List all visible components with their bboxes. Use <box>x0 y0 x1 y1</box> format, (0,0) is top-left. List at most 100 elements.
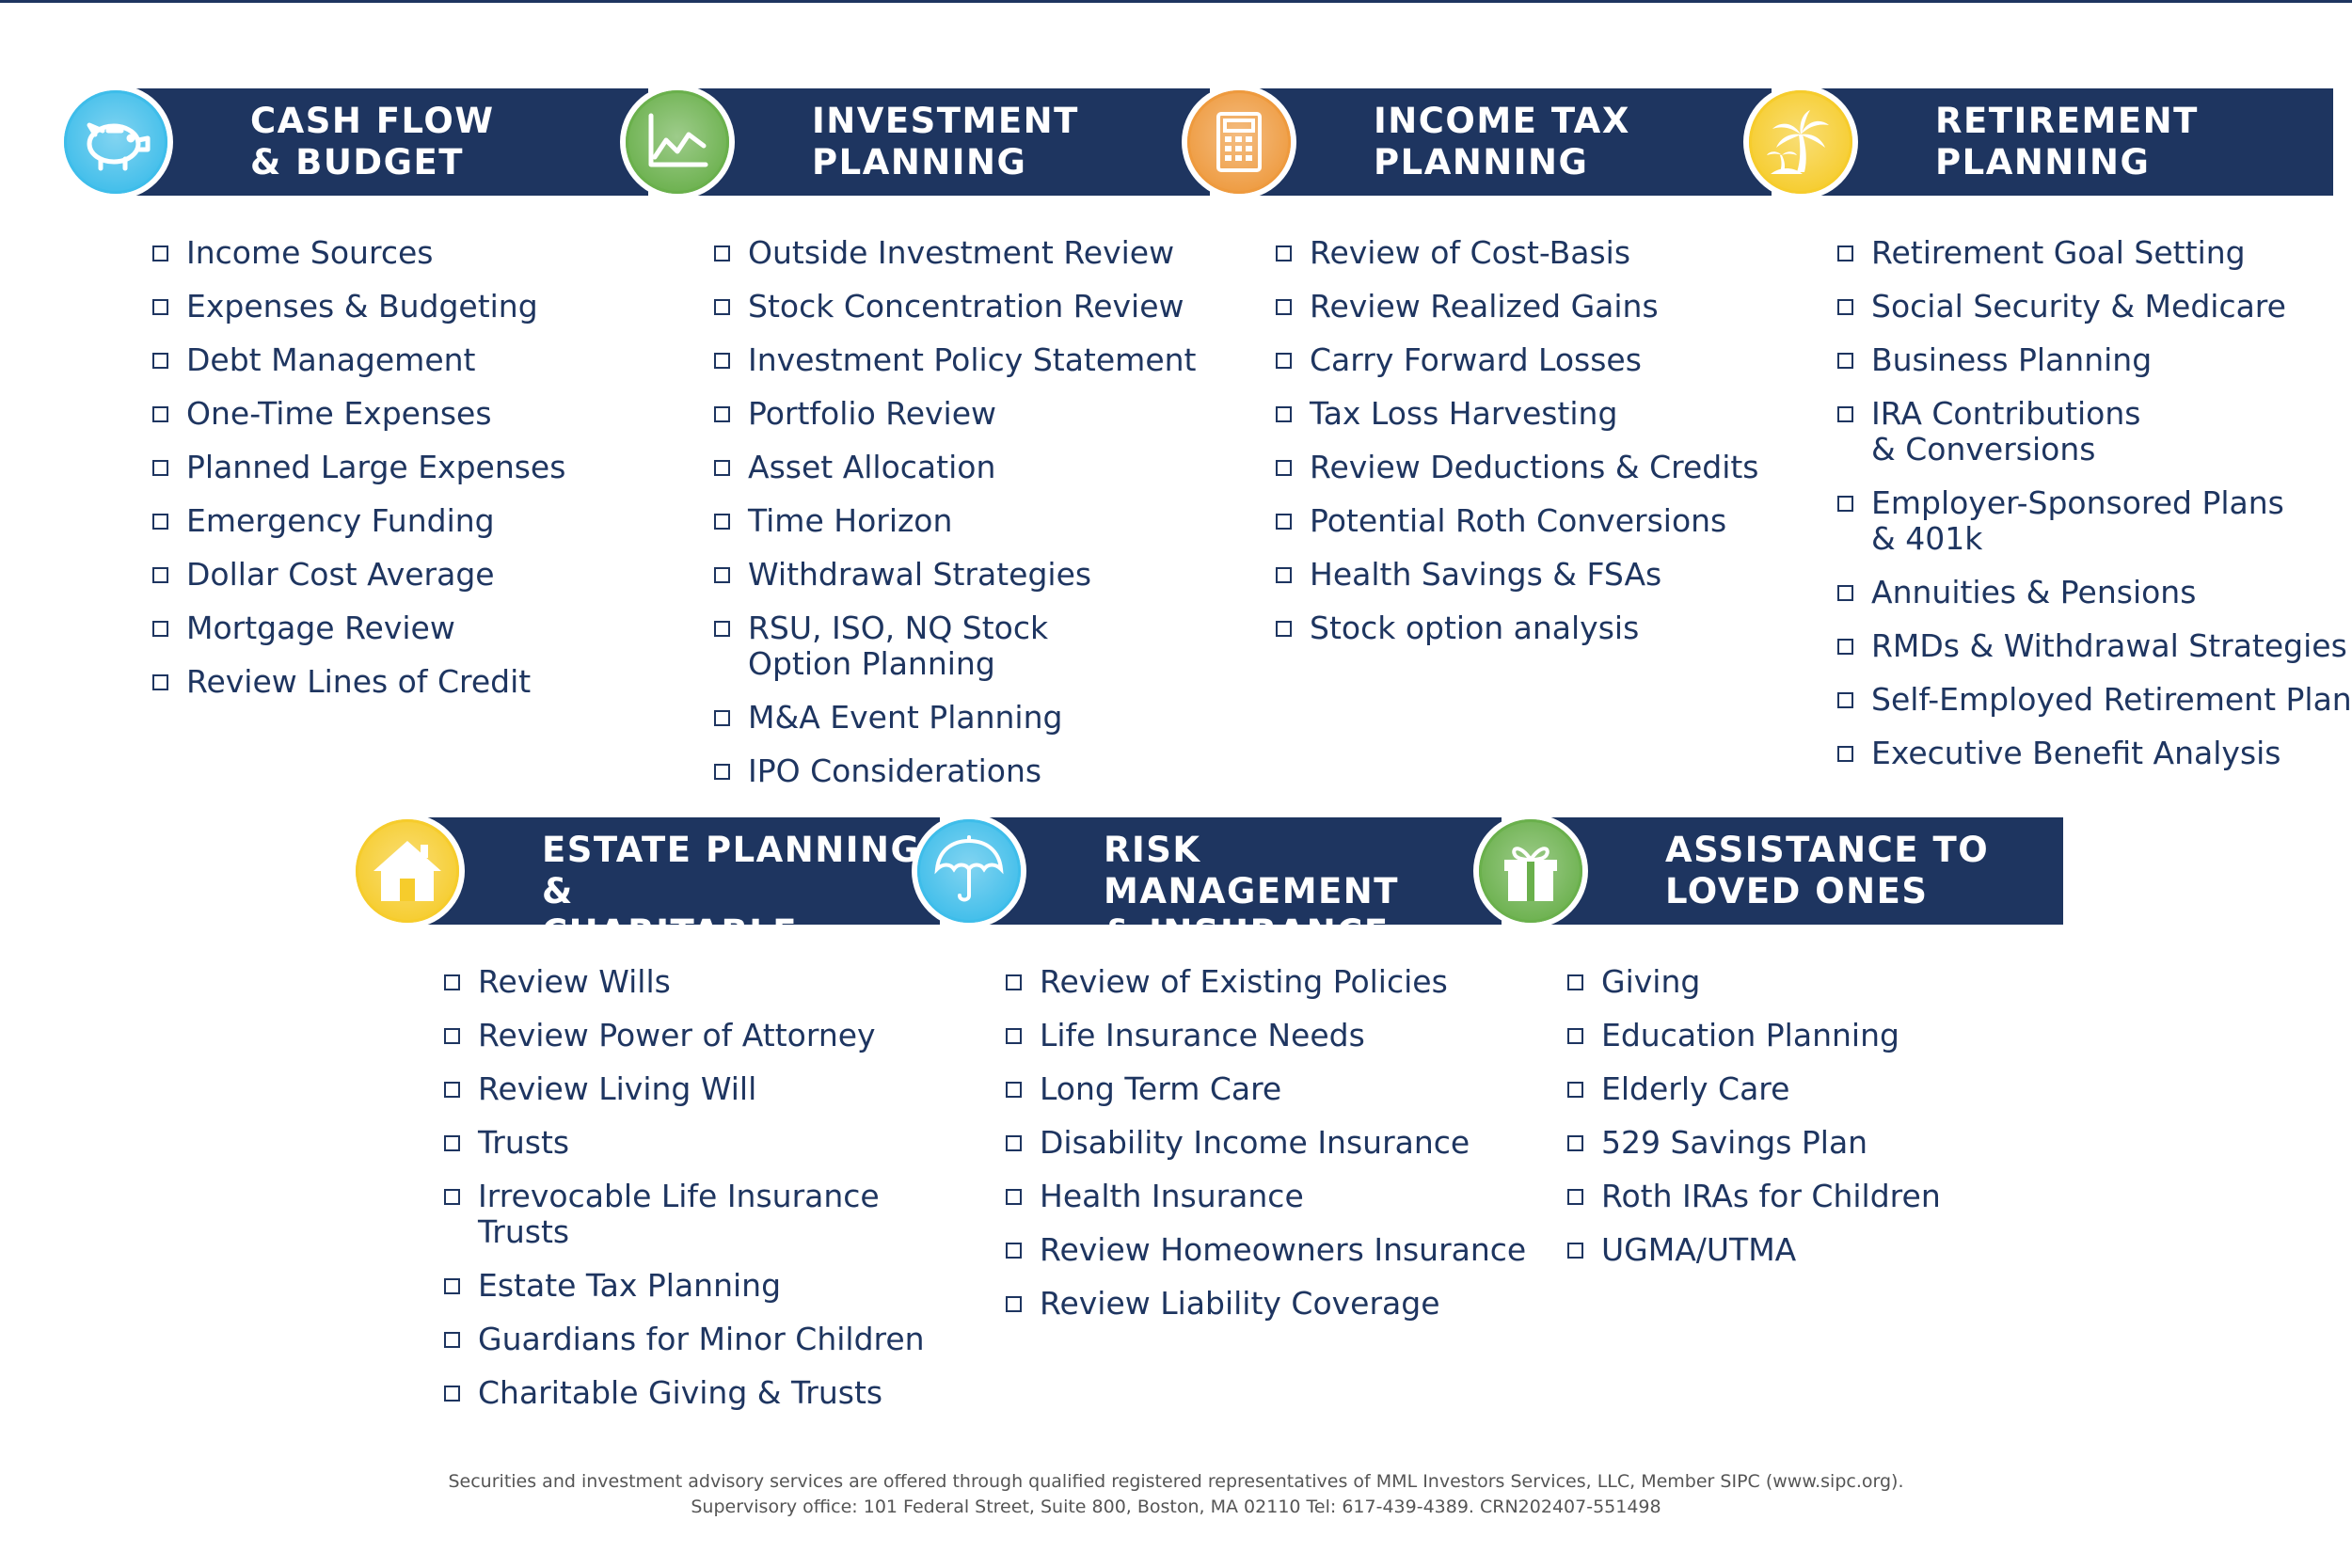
checkbox[interactable] <box>152 299 168 315</box>
checkbox[interactable] <box>1276 621 1292 637</box>
section-badge <box>912 814 1026 928</box>
checkbox[interactable] <box>1276 567 1292 583</box>
checklist: Giving Education Planning Elderly Care 529 … <box>1567 964 2094 1286</box>
checkbox[interactable] <box>152 245 168 261</box>
checklist-item-label: One-Time Expenses <box>186 395 492 432</box>
checkbox[interactable] <box>1276 514 1292 530</box>
checkbox[interactable] <box>714 567 730 583</box>
checkbox[interactable] <box>444 1332 460 1348</box>
checklist-item-label: Potential Roth Conversions <box>1310 502 1727 539</box>
checkbox[interactable] <box>444 1278 460 1294</box>
checkbox[interactable] <box>714 245 730 261</box>
section-title: RISK MANAGEMENT & INSURANCE <box>1104 830 1399 953</box>
checklist-item: IPO Considerations <box>714 753 1241 789</box>
section-title: INVESTMENT PLANNING <box>812 101 1079 182</box>
checkbox[interactable] <box>1276 353 1292 369</box>
checkbox[interactable] <box>152 621 168 637</box>
checkbox[interactable] <box>1837 406 1853 422</box>
checkbox[interactable] <box>444 1082 460 1098</box>
piggy-bank-icon <box>64 90 167 194</box>
checklist-item-label: Giving <box>1601 963 1701 1000</box>
checklist-item: Review Living Will <box>444 1071 971 1107</box>
section-7: ASSISTANCE TO LOVED ONES Giving Education … <box>1473 814 2075 1268</box>
checkbox[interactable] <box>1837 692 1853 708</box>
checklist-item: Social Security & Medicare <box>1837 289 2352 325</box>
checkbox[interactable] <box>714 514 730 530</box>
checkbox[interactable] <box>1276 245 1292 261</box>
checkbox[interactable] <box>714 406 730 422</box>
checkbox[interactable] <box>1837 746 1853 762</box>
checkbox[interactable] <box>1567 974 1583 990</box>
checklist-item-label: Review Realized Gains <box>1310 288 1659 325</box>
checkbox[interactable] <box>1837 245 1853 261</box>
checklist-item: Debt Management <box>152 342 679 378</box>
checkbox[interactable] <box>1276 406 1292 422</box>
checkbox[interactable] <box>1567 1135 1583 1151</box>
checkbox[interactable] <box>152 460 168 476</box>
checklist-item: One-Time Expenses <box>152 396 679 432</box>
checklist-item: Potential Roth Conversions <box>1276 503 1803 539</box>
checkbox[interactable] <box>1006 1296 1022 1312</box>
checkbox[interactable] <box>1837 353 1853 369</box>
checklist-item: Stock Concentration Review <box>714 289 1241 325</box>
checkbox[interactable] <box>714 621 730 637</box>
calculator-icon <box>1187 90 1291 194</box>
checklist-item: Charitable Giving & Trusts <box>444 1375 971 1411</box>
checkbox[interactable] <box>444 1135 460 1151</box>
checklist-item-label: Outside Investment Review <box>748 234 1175 271</box>
checkbox[interactable] <box>444 1386 460 1402</box>
checkbox[interactable] <box>1006 1243 1022 1259</box>
checkbox[interactable] <box>444 1028 460 1044</box>
checkbox[interactable] <box>1837 496 1853 512</box>
checkbox[interactable] <box>152 514 168 530</box>
checkbox[interactable] <box>1567 1082 1583 1098</box>
checkbox[interactable] <box>1567 1243 1583 1259</box>
checkbox[interactable] <box>1276 460 1292 476</box>
checklist-item-label: Portfolio Review <box>748 395 996 432</box>
checkbox[interactable] <box>1006 1135 1022 1151</box>
checkbox[interactable] <box>444 974 460 990</box>
checkbox[interactable] <box>152 353 168 369</box>
section-header: ESTATE PLANNING & CHARITABLE GIVING <box>350 814 952 994</box>
checklist-item: Review Realized Gains <box>1276 289 1803 325</box>
checkbox[interactable] <box>1567 1189 1583 1205</box>
disclaimer-line-1: Securities and investment advisory servi… <box>448 1471 1904 1492</box>
checkbox[interactable] <box>1006 1028 1022 1044</box>
checkbox[interactable] <box>152 406 168 422</box>
disclaimer: Securities and investment advisory servi… <box>0 1469 2352 1520</box>
checklist-item-label: Review Liability Coverage <box>1040 1285 1440 1322</box>
checklist-item-label: Expenses & Budgeting <box>186 288 538 325</box>
checkbox[interactable] <box>714 710 730 726</box>
checklist-item-label: Review Deductions & Credits <box>1310 449 1759 485</box>
checkbox[interactable] <box>1837 639 1853 655</box>
checklist-item: Life Insurance Needs <box>1006 1018 1533 1053</box>
checkbox[interactable] <box>1006 1189 1022 1205</box>
section-title: ESTATE PLANNING & CHARITABLE GIVING <box>542 830 921 994</box>
checklist-item: RMDs & Withdrawal Strategies <box>1837 628 2352 664</box>
checkbox[interactable] <box>714 299 730 315</box>
checkbox[interactable] <box>714 764 730 780</box>
checklist-item: Portfolio Review <box>714 396 1241 432</box>
checklist-item-label: Employer-Sponsored Plans & 401k <box>1871 484 2284 557</box>
line-chart-icon <box>626 90 729 194</box>
checkbox[interactable] <box>1276 299 1292 315</box>
checkbox[interactable] <box>1006 1082 1022 1098</box>
checklist-item-label: Carry Forward Losses <box>1310 341 1642 378</box>
section-title: INCOME TAX PLANNING <box>1374 101 1630 182</box>
checklist-item: RSU, ISO, NQ Stock Option Planning <box>714 610 1241 682</box>
checklist-item: M&A Event Planning <box>714 700 1241 736</box>
checkbox[interactable] <box>714 353 730 369</box>
section-badge <box>620 85 735 199</box>
checkbox[interactable] <box>444 1189 460 1205</box>
checkbox[interactable] <box>1837 299 1853 315</box>
checkbox[interactable] <box>152 567 168 583</box>
checkbox[interactable] <box>1006 974 1022 990</box>
checklist: Review Wills Review Power of Attorney Revi… <box>444 964 971 1429</box>
checkbox[interactable] <box>1567 1028 1583 1044</box>
checkbox[interactable] <box>714 460 730 476</box>
section-title-band: INCOME TAX PLANNING <box>1238 88 1772 196</box>
checklist-item: Dollar Cost Average <box>152 557 679 593</box>
checkbox[interactable] <box>1837 585 1853 601</box>
section-title-band: RISK MANAGEMENT & INSURANCE <box>968 817 1502 953</box>
checkbox[interactable] <box>152 674 168 690</box>
